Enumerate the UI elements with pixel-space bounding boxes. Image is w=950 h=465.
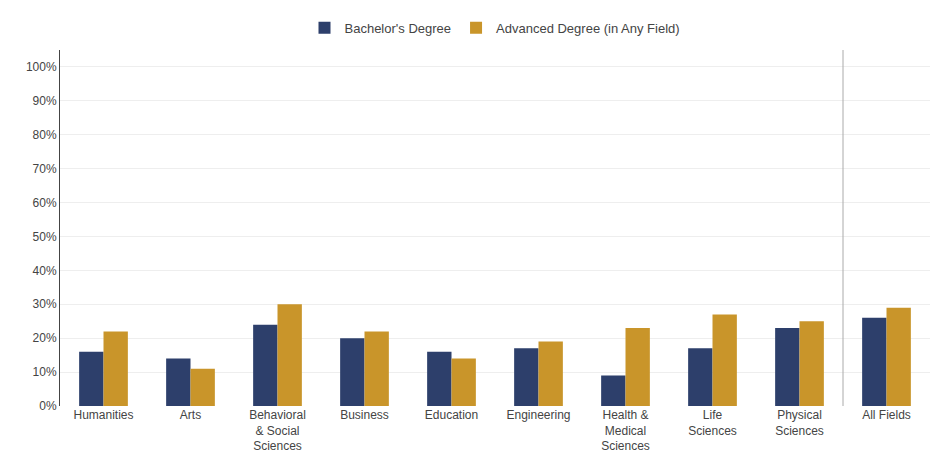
svg-text:Arts: Arts — [180, 408, 201, 422]
svg-text:80%: 80% — [33, 128, 57, 142]
svg-text:70%: 70% — [33, 162, 57, 176]
svg-text:100%: 100% — [26, 60, 57, 74]
svg-text:10%: 10% — [33, 365, 57, 379]
svg-text:50%: 50% — [33, 230, 57, 244]
svg-text:30%: 30% — [33, 297, 57, 311]
svg-text:Bachelor's Degree: Bachelor's Degree — [345, 21, 452, 36]
svg-text:LifeSciences: LifeSciences — [688, 408, 737, 438]
svg-text:Education: Education — [425, 408, 478, 422]
svg-text:Engineering: Engineering — [506, 408, 570, 422]
svg-text:90%: 90% — [33, 94, 57, 108]
svg-text:Business: Business — [340, 408, 389, 422]
svg-text:Behavioral& SocialSciences: Behavioral& SocialSciences — [249, 408, 306, 453]
svg-text:Advanced Degree (in Any Field): Advanced Degree (in Any Field) — [496, 21, 680, 36]
svg-text:All Fields: All Fields — [862, 408, 911, 422]
svg-text:Humanities: Humanities — [73, 408, 133, 422]
svg-text:Health &MedicalSciences: Health &MedicalSciences — [601, 408, 650, 453]
svg-text:60%: 60% — [33, 196, 57, 210]
svg-text:0%: 0% — [39, 399, 57, 413]
svg-text:20%: 20% — [33, 331, 57, 345]
svg-text:PhysicalSciences: PhysicalSciences — [775, 408, 824, 438]
svg-text:40%: 40% — [33, 264, 57, 278]
